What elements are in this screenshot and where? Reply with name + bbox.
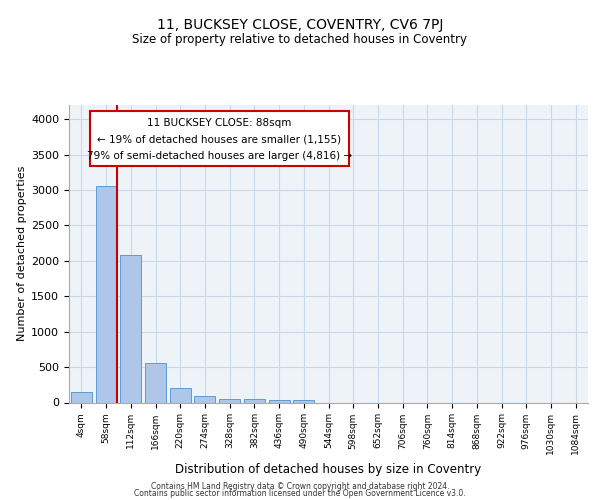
- Text: Contains public sector information licensed under the Open Government Licence v3: Contains public sector information licen…: [134, 489, 466, 498]
- Bar: [194, 396, 215, 402]
- Bar: [293, 400, 314, 402]
- Bar: [244, 400, 265, 402]
- Bar: [71, 392, 92, 402]
- Y-axis label: Number of detached properties: Number of detached properties: [17, 166, 27, 342]
- Bar: [95, 186, 116, 402]
- Text: Size of property relative to detached houses in Coventry: Size of property relative to detached ho…: [133, 32, 467, 46]
- Bar: [269, 400, 290, 402]
- Bar: [170, 388, 191, 402]
- Text: ← 19% of detached houses are smaller (1,155): ← 19% of detached houses are smaller (1,…: [97, 134, 341, 144]
- Text: 11 BUCKSEY CLOSE: 88sqm: 11 BUCKSEY CLOSE: 88sqm: [148, 118, 292, 128]
- Bar: [219, 398, 240, 402]
- Text: 79% of semi-detached houses are larger (4,816) →: 79% of semi-detached houses are larger (…: [87, 151, 352, 161]
- Text: 11, BUCKSEY CLOSE, COVENTRY, CV6 7PJ: 11, BUCKSEY CLOSE, COVENTRY, CV6 7PJ: [157, 18, 443, 32]
- FancyBboxPatch shape: [90, 111, 349, 166]
- X-axis label: Distribution of detached houses by size in Coventry: Distribution of detached houses by size …: [175, 462, 482, 475]
- Bar: [120, 255, 141, 402]
- Bar: [145, 363, 166, 403]
- Text: Contains HM Land Registry data © Crown copyright and database right 2024.: Contains HM Land Registry data © Crown c…: [151, 482, 449, 491]
